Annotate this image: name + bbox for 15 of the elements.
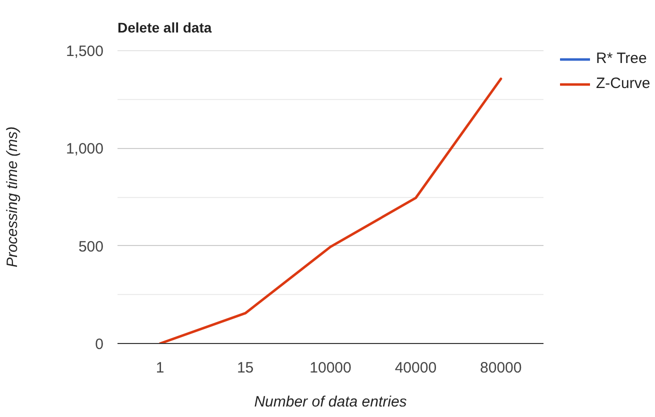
y-tick-label: 1,500 — [66, 43, 104, 60]
x-tick-label: 40000 — [394, 360, 437, 376]
y-tick-label: 0 — [95, 336, 104, 353]
y-tick-label: 1,000 — [66, 140, 104, 158]
legend-label: R* Tree — [596, 50, 647, 67]
chart-title: Delete all data — [118, 20, 212, 36]
y-tick-label: 500 — [78, 238, 104, 256]
x-axis-title: Number of data entries — [254, 394, 408, 410]
x-tick-label: 10000 — [310, 360, 352, 376]
legend-label: Z-Curve — [596, 75, 650, 92]
x-tick-label: 15 — [236, 360, 254, 376]
line-series — [158, 78, 502, 344]
x-tick-label: 1 — [156, 360, 164, 376]
y-axis-title: Processing time (ms) — [4, 126, 21, 268]
x-tick-label: 80000 — [480, 360, 522, 376]
